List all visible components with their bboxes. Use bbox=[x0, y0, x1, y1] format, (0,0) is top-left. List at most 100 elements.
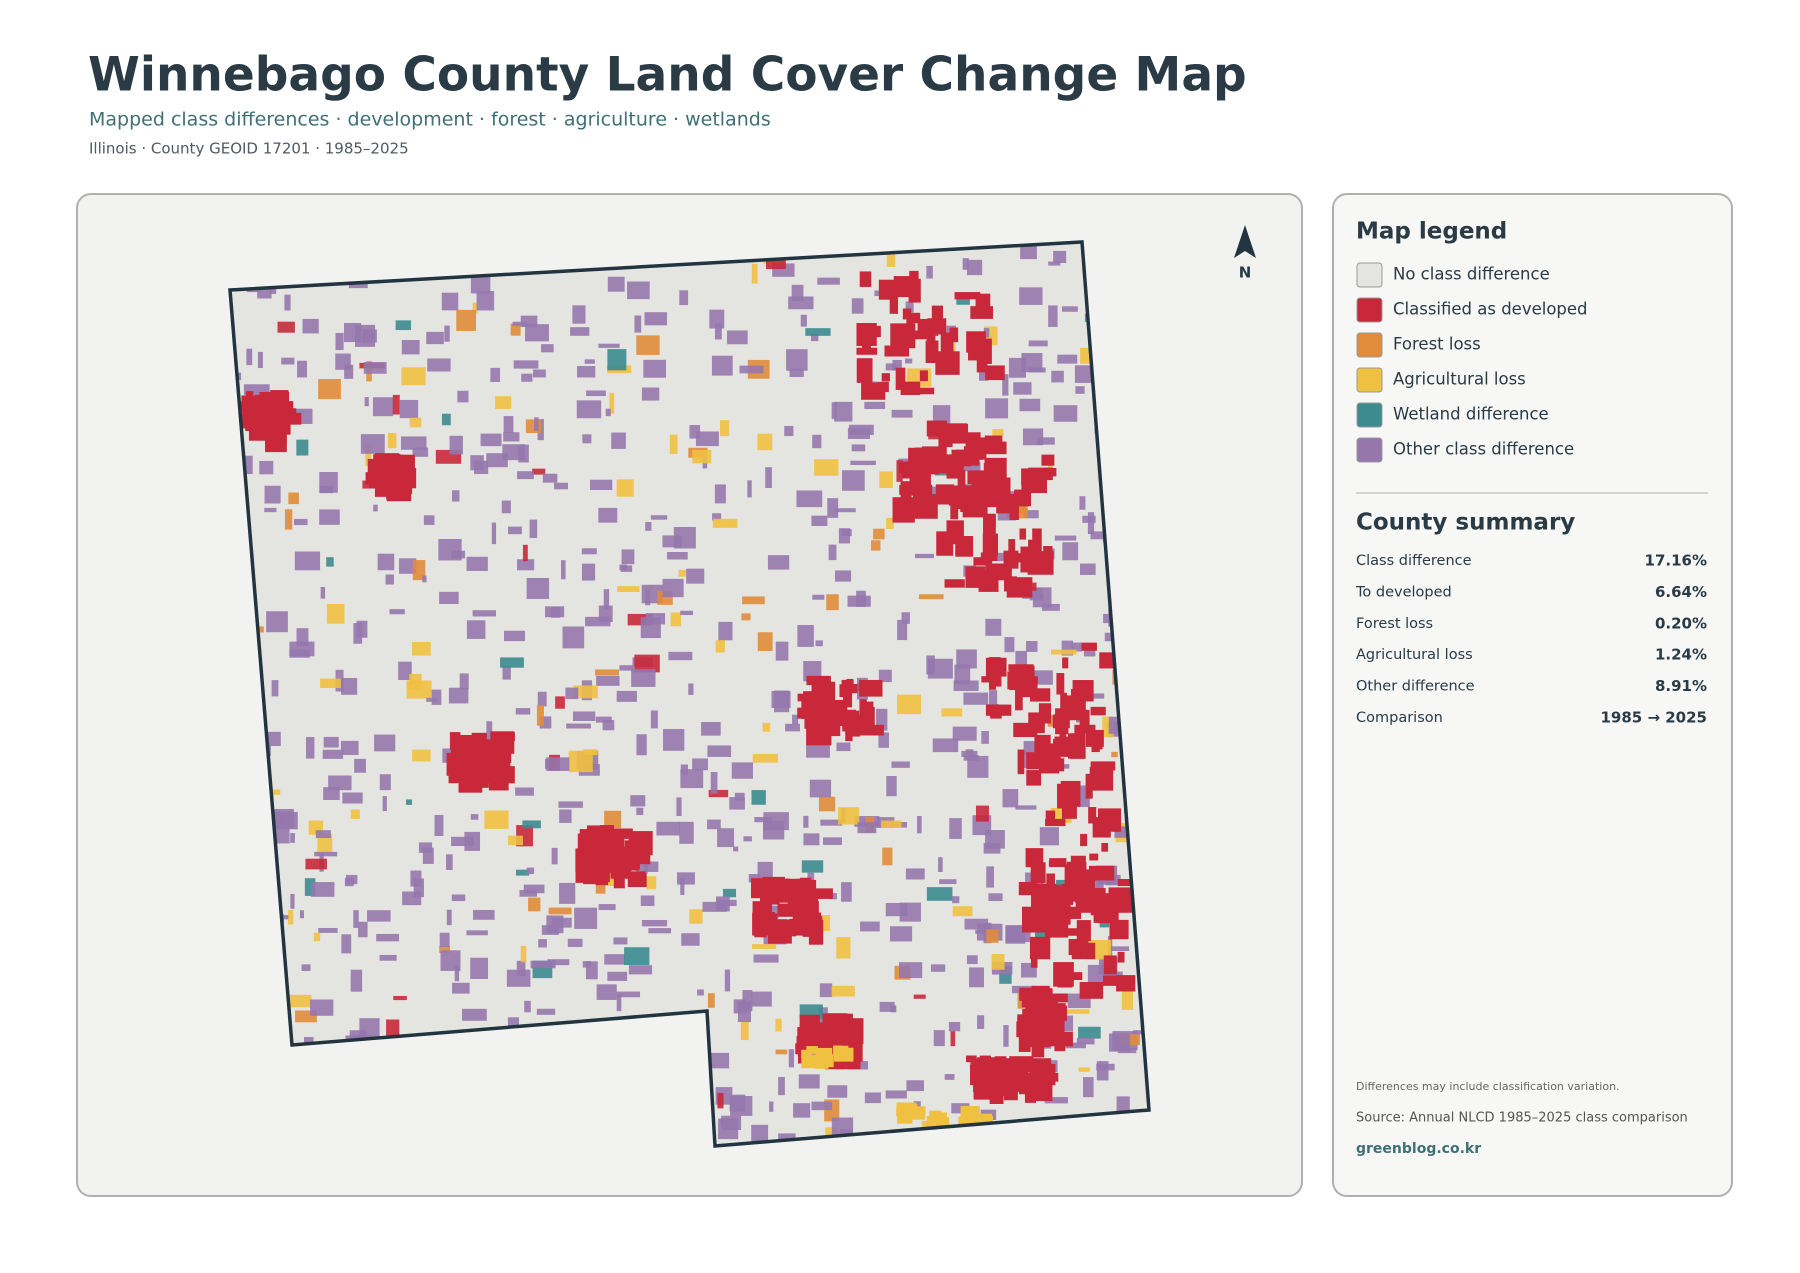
change-patch bbox=[752, 944, 777, 949]
change-patch bbox=[364, 397, 369, 407]
change-patch bbox=[793, 1103, 811, 1118]
change-patch bbox=[1041, 603, 1060, 611]
developed-patch bbox=[900, 381, 921, 395]
change-patch bbox=[448, 687, 469, 704]
change-patch bbox=[1075, 386, 1085, 394]
developed-patch bbox=[810, 699, 828, 718]
change-patch bbox=[757, 433, 773, 451]
change-patch bbox=[1053, 250, 1067, 264]
developed-patch bbox=[983, 462, 993, 476]
developed-patch bbox=[1033, 688, 1051, 702]
change-patch bbox=[814, 459, 839, 476]
north-arrow bbox=[1234, 225, 1256, 258]
change-patch bbox=[1004, 637, 1015, 653]
change-patch bbox=[882, 847, 893, 866]
change-patch bbox=[965, 749, 974, 757]
change-patch bbox=[290, 833, 295, 843]
change-patch bbox=[480, 433, 502, 447]
change-patch bbox=[730, 1095, 753, 1116]
developed-patch bbox=[473, 740, 496, 751]
change-patch bbox=[742, 990, 753, 1012]
developed-patch bbox=[1032, 528, 1042, 552]
change-patch bbox=[314, 851, 338, 857]
developed-patch bbox=[1052, 739, 1073, 751]
change-patch bbox=[354, 758, 366, 773]
developed-patch bbox=[751, 878, 763, 899]
change-patch bbox=[891, 409, 913, 418]
developed-patch bbox=[914, 447, 929, 465]
change-patch bbox=[926, 265, 933, 279]
legend-title: Map legend bbox=[1356, 219, 1507, 245]
developed-patch bbox=[1062, 657, 1069, 669]
change-patch bbox=[812, 594, 825, 600]
change-patch bbox=[328, 775, 352, 791]
developed-patch bbox=[938, 426, 953, 448]
change-patch bbox=[831, 402, 837, 419]
developed-patch bbox=[856, 358, 873, 383]
change-patch bbox=[350, 969, 363, 992]
change-patch bbox=[525, 419, 542, 434]
developed-patch bbox=[980, 552, 998, 562]
change-patch bbox=[317, 833, 333, 853]
change-patch bbox=[574, 907, 598, 929]
change-patch bbox=[515, 869, 530, 876]
change-patch bbox=[717, 1092, 724, 1109]
developed-patch bbox=[1031, 988, 1052, 997]
legend-label: Classified as developed bbox=[1393, 300, 1588, 319]
developed-patch bbox=[859, 679, 883, 697]
change-patch bbox=[663, 728, 685, 751]
developed-patch bbox=[985, 559, 993, 580]
change-patch bbox=[1002, 789, 1019, 808]
change-patch bbox=[643, 359, 667, 378]
change-patch bbox=[747, 480, 752, 498]
change-patch bbox=[604, 954, 626, 965]
change-patch bbox=[966, 259, 983, 276]
change-patch bbox=[720, 1118, 731, 1125]
change-patch bbox=[285, 994, 312, 1008]
developed-patch bbox=[1063, 884, 1072, 894]
agri-patch bbox=[833, 1045, 842, 1057]
developed-patch bbox=[276, 412, 302, 425]
change-patch bbox=[559, 809, 572, 823]
developed-patch bbox=[1046, 873, 1055, 892]
change-patch bbox=[1057, 354, 1078, 364]
developed-patch bbox=[955, 536, 974, 557]
change-patch bbox=[558, 801, 583, 808]
change-patch bbox=[1051, 649, 1077, 655]
change-patch bbox=[636, 807, 644, 816]
developed-patch bbox=[901, 461, 914, 479]
developed-patch bbox=[792, 900, 800, 927]
change-patch bbox=[944, 1074, 955, 1080]
change-patch bbox=[751, 991, 772, 1007]
change-patch bbox=[326, 557, 334, 567]
developed-patch bbox=[1017, 749, 1025, 775]
change-patch bbox=[1061, 640, 1074, 656]
legend-label: Agricultural loss bbox=[1393, 370, 1526, 389]
change-patch bbox=[878, 669, 892, 683]
developed-patch bbox=[1043, 758, 1065, 772]
developed-patch bbox=[892, 497, 915, 523]
change-patch bbox=[917, 816, 922, 834]
change-patch bbox=[598, 343, 620, 348]
change-patch bbox=[486, 721, 493, 742]
change-patch bbox=[538, 939, 547, 948]
change-patch bbox=[786, 349, 808, 371]
developed-patch bbox=[973, 1072, 981, 1093]
change-patch bbox=[607, 276, 625, 292]
change-patch bbox=[613, 937, 628, 945]
developed-patch bbox=[261, 409, 277, 422]
credit: greenblog.co.kr bbox=[1356, 1141, 1481, 1157]
change-patch bbox=[304, 1037, 314, 1044]
developed-patch bbox=[908, 278, 921, 303]
change-patch bbox=[548, 907, 572, 915]
developed-patch bbox=[936, 531, 954, 556]
change-patch bbox=[926, 655, 935, 675]
developed-patch bbox=[1081, 642, 1097, 651]
change-patch bbox=[594, 669, 620, 676]
developed-patch bbox=[837, 1016, 850, 1036]
change-patch bbox=[270, 789, 281, 795]
meta: Illinois · County GEOID 17201 · 1985–202… bbox=[89, 140, 409, 158]
change-patch bbox=[886, 250, 896, 267]
developed-patch bbox=[605, 852, 632, 873]
developed-patch bbox=[1028, 539, 1037, 553]
